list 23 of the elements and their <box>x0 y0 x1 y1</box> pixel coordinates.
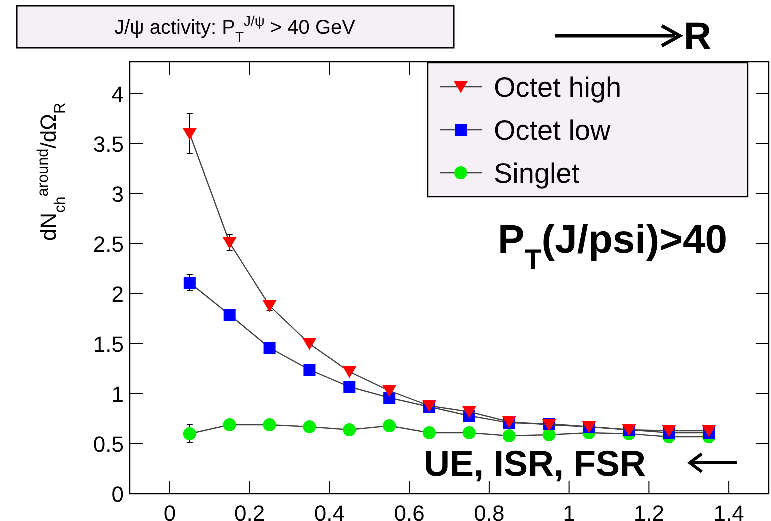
y-tick-label: 1 <box>112 382 124 407</box>
legend-label: Singlet <box>494 158 580 189</box>
x-tick-label: 0 <box>164 501 176 521</box>
x-tick-label: 0.8 <box>474 501 505 521</box>
y-tick-label: 4 <box>112 82 124 107</box>
x-tick-label: 0.2 <box>234 501 266 521</box>
x-tick-label: 1.2 <box>634 501 664 521</box>
y-tick-label: 0.5 <box>93 432 124 457</box>
legend-label: Octet low <box>494 115 612 146</box>
chart-title: J/ψ activity: P$_{T}$$^{J/ψ}$ > 40 GeV <box>114 13 356 45</box>
x-tick-label: 1 <box>563 501 576 521</box>
y-tick-label: 2.5 <box>93 232 124 257</box>
annotation: P$_{T}$(J/psi)>40 <box>498 218 728 274</box>
y-tick-label: 3.5 <box>93 132 124 157</box>
annotation: UE, ISR, FSR <box>424 443 646 484</box>
x-tick-label: 0.6 <box>394 501 425 521</box>
text: R <box>684 16 712 58</box>
legend-label: Octet high <box>494 72 622 103</box>
x-tick-label: 1.4 <box>714 501 744 521</box>
y-tick-label: 1.5 <box>93 332 124 357</box>
x-tick-label: 0.4 <box>314 501 345 521</box>
y-tick-label: 3 <box>112 182 124 207</box>
y-tick-label: 2 <box>112 282 124 307</box>
